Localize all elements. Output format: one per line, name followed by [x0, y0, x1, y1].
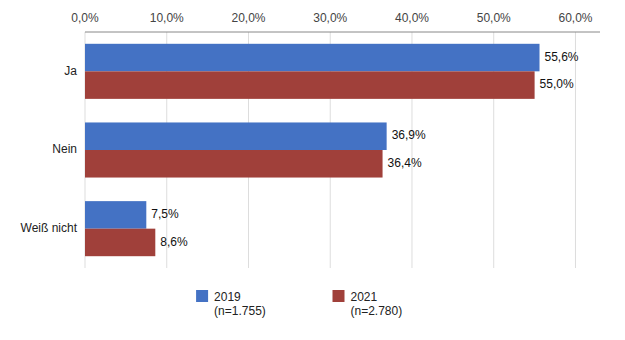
legend-label: 2021(n=2.780)	[351, 290, 403, 318]
tick-label: 40,0%	[395, 11, 429, 25]
tick-label: 20,0%	[231, 11, 265, 25]
legend-swatch	[196, 290, 208, 302]
bar	[85, 201, 146, 229]
legend-line: (n=1.755)	[214, 304, 266, 318]
category-label: Ja	[64, 64, 77, 78]
bar	[85, 71, 535, 99]
legend-line: 2021	[351, 290, 378, 304]
legend-line: 2019	[214, 290, 241, 304]
grid-line	[575, 32, 576, 268]
legend-item: 2021(n=2.780)	[333, 290, 403, 318]
tick-label: 30,0%	[313, 11, 347, 25]
bar	[85, 122, 387, 150]
data-label: 36,9%	[392, 128, 426, 142]
data-label: 36,4%	[388, 156, 422, 170]
chart: 0,0% 10,0% 20,0% 30,0% 40,0% 50,0% 60,0% Ja Nein…	[0, 0, 625, 340]
data-label: 7,5%	[151, 207, 179, 221]
category-label: Weiß nicht	[21, 221, 78, 235]
bars	[85, 44, 540, 256]
tick-label: 50,0%	[477, 11, 511, 25]
legend: 2019(n=1.755) 2021(n=2.780)	[196, 290, 402, 318]
grid	[85, 32, 575, 268]
legend-swatch	[333, 290, 345, 302]
legend-line: (n=2.780)	[351, 304, 403, 318]
tick-label: 10,0%	[150, 11, 184, 25]
tick-label: 0,0%	[71, 11, 99, 25]
legend-label: 2019(n=1.755)	[214, 290, 266, 318]
data-label: 55,0%	[540, 77, 574, 91]
legend-item: 2019(n=1.755)	[196, 290, 266, 318]
data-labels: 55,6% 36,9% 7,5% 55,0% 36,4% 8,6%	[151, 50, 579, 249]
bar	[85, 150, 383, 178]
bar	[85, 229, 155, 257]
data-label: 8,6%	[160, 235, 188, 249]
bar	[85, 44, 540, 72]
data-label: 55,6%	[545, 50, 579, 64]
tick-label: 60,0%	[558, 11, 592, 25]
x-axis-line	[85, 32, 600, 33]
category-label: Nein	[52, 142, 77, 156]
